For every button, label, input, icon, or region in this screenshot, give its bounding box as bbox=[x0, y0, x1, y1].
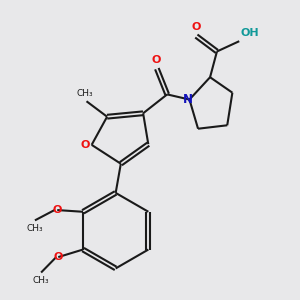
Text: O: O bbox=[52, 205, 62, 215]
Text: O: O bbox=[152, 55, 161, 64]
Text: CH₃: CH₃ bbox=[33, 276, 50, 285]
Text: CH₃: CH₃ bbox=[27, 224, 43, 233]
Text: N: N bbox=[183, 93, 193, 106]
Text: O: O bbox=[54, 252, 63, 262]
Text: CH₃: CH₃ bbox=[76, 89, 93, 98]
Text: OH: OH bbox=[241, 28, 260, 38]
Text: O: O bbox=[81, 140, 90, 150]
Text: O: O bbox=[192, 22, 201, 32]
